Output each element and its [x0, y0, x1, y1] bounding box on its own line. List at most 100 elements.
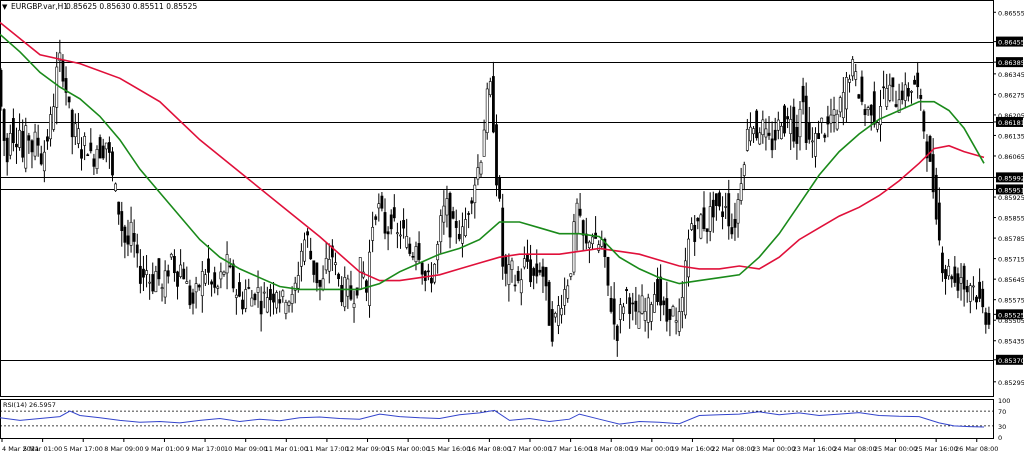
candle-body — [906, 88, 910, 97]
candle-body — [560, 308, 563, 316]
candle-body — [73, 123, 77, 138]
price-tick-label: 0.86555 — [998, 9, 1024, 17]
candle-body — [903, 84, 907, 101]
candle-body — [804, 95, 808, 143]
candle-body — [402, 220, 405, 229]
time-tick-label: 9 Mar 17:00 — [185, 445, 224, 453]
candle-body — [457, 233, 461, 240]
candle-body — [250, 297, 254, 307]
candle-body — [981, 288, 985, 308]
candle-body — [755, 110, 759, 139]
candle-body — [913, 79, 916, 85]
candle-body — [278, 299, 282, 304]
candle-body — [975, 296, 978, 303]
price-tick-label: 0.85295 — [998, 379, 1024, 387]
candle-body — [52, 106, 56, 130]
candle-body — [984, 312, 988, 325]
price-tick-label: 0.86345 — [998, 71, 1024, 79]
candle-body — [309, 250, 313, 260]
time-tick-label: 5 Mar 17:00 — [64, 445, 103, 453]
candle-body — [163, 270, 167, 298]
candle-body — [659, 276, 663, 306]
candle-body — [371, 226, 375, 241]
candle-body — [101, 145, 105, 159]
candle-body — [324, 258, 328, 271]
candle-body — [349, 285, 353, 300]
candle-body — [795, 126, 799, 144]
candle-body — [182, 268, 186, 280]
candle-body — [411, 255, 415, 258]
candle-body — [2, 109, 6, 141]
candle-body — [959, 277, 963, 284]
collapse-arrow-icon[interactable]: ▼ — [2, 3, 8, 11]
candle-body — [61, 59, 65, 82]
candle-body — [888, 84, 892, 101]
candle-body — [433, 263, 436, 283]
candle-body — [442, 205, 446, 223]
candle-body — [761, 119, 765, 136]
candle-body — [653, 294, 656, 313]
time-tick-label: 11 Mar 17:00 — [305, 445, 348, 453]
candle-body — [550, 309, 554, 342]
candle-body — [231, 263, 235, 289]
candle-body — [157, 258, 161, 280]
candle-body — [154, 271, 158, 293]
price-tick-label: 0.85435 — [998, 338, 1024, 346]
candle-body — [733, 218, 737, 228]
candle-body — [482, 129, 486, 157]
candle-body — [776, 119, 780, 131]
candle-body — [200, 271, 204, 297]
time-tick-label: 24 Mar 08:00 — [833, 445, 876, 453]
candle-body — [179, 264, 183, 277]
candle-body — [132, 232, 136, 242]
candle-body — [216, 286, 220, 289]
time-tick-label: 8 Mar 09:00 — [104, 445, 143, 453]
candle-body — [36, 137, 40, 146]
candle-body — [532, 268, 536, 276]
candle-body — [891, 77, 895, 88]
candle-body — [355, 287, 359, 296]
time-tick-label: 11 Mar 01:00 — [265, 445, 308, 453]
candle-body — [544, 267, 548, 287]
candle-body — [95, 149, 99, 169]
candle-body — [656, 279, 659, 302]
candle-body — [674, 320, 678, 323]
candle-body — [541, 266, 545, 277]
candle-body — [876, 122, 879, 130]
candle-body — [11, 118, 15, 144]
candle-body — [495, 124, 498, 186]
time-tick-label: 9 Mar 01:00 — [145, 445, 184, 453]
rsi-tick-label: 70 — [998, 408, 1006, 416]
candle-body — [293, 282, 297, 291]
candle-body — [925, 141, 929, 159]
price-tag-label: 0.85370 — [998, 357, 1024, 365]
candle-body — [219, 271, 223, 280]
candle-body — [783, 105, 786, 134]
candle-body — [941, 252, 944, 274]
candle-body — [643, 311, 647, 321]
time-tick-label: 19 Mar 00:00 — [630, 445, 673, 453]
time-tick-label: 15 Mar 16:00 — [427, 445, 470, 453]
candle-body — [498, 177, 501, 199]
main-plot-frame — [0, 0, 994, 397]
candle-body — [718, 192, 721, 207]
candle-body — [352, 303, 356, 308]
time-tick-label: 5 Mar 01:00 — [23, 445, 62, 453]
candle-body — [420, 262, 424, 275]
candle-body — [968, 285, 972, 302]
rsi-line — [0, 409, 985, 428]
candle-body — [290, 293, 294, 304]
candle-body — [863, 109, 867, 116]
candle-body — [749, 126, 752, 142]
candle-body — [745, 129, 749, 151]
candle-body — [284, 302, 288, 314]
candle-body — [910, 91, 913, 93]
candle-body — [104, 142, 108, 150]
candle-body — [649, 304, 653, 322]
candle-body — [854, 71, 858, 80]
candle-body — [662, 300, 666, 306]
candle-body — [430, 277, 433, 284]
candle-body — [860, 76, 864, 102]
